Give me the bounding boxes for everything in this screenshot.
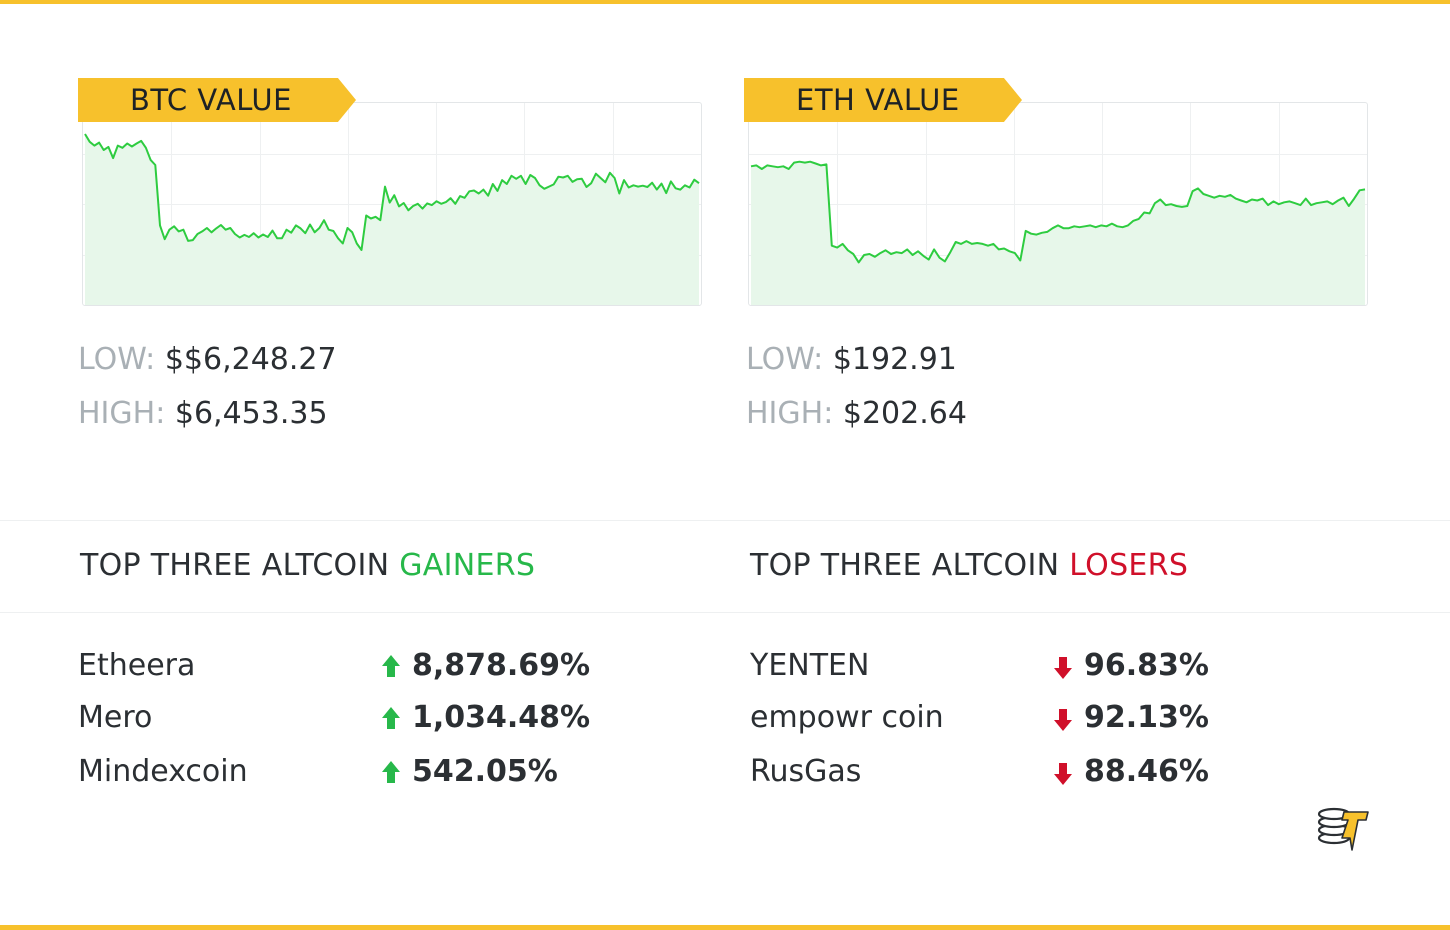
eth-value-tag: ETH VALUE [744,78,1022,122]
gainer-value: 1,034.48% [412,700,591,735]
btc-low-label: LOW: [78,342,156,377]
loser-name: empowr coin [750,700,944,735]
eth-area-fill [751,161,1365,305]
loser-value: 92.13% [1084,700,1209,735]
btc-high-label: HIGH: [78,396,166,431]
btc-price-line [84,133,700,251]
arrow-down-icon [1054,763,1072,785]
bottom-accent-bar [0,925,1450,930]
coin-stack-bolt-logo [1317,807,1369,851]
eth-low-stat: LOW: $192.91 [746,342,957,377]
btc-high-stat: HIGH: $6,453.35 [78,396,328,431]
losers-title: TOP THREE ALTCOIN LOSERS [750,548,1188,583]
gainer-value: 8,878.69% [412,648,591,683]
top-accent-bar [0,0,1450,4]
arrow-up-icon [382,655,400,677]
gainer-value: 542.05% [412,754,558,789]
eth-price-chart [749,103,1367,305]
loser-name: YENTEN [750,648,870,683]
loser-value: 88.46% [1084,754,1209,789]
eth-price-line [750,160,1366,264]
section-divider-bottom [0,612,1450,613]
btc-chart-frame [82,102,702,306]
eth-chart-panel: ETH VALUE [744,78,1368,308]
arrow-down-icon [1054,657,1072,679]
section-divider-top [0,520,1450,521]
eth-high-value: $202.64 [842,396,967,431]
gainer-name: Mero [78,700,153,735]
arrow-down-icon [1054,709,1072,731]
btc-value-tag: BTC VALUE [78,78,356,122]
eth-high-label: HIGH: [746,396,834,431]
gainer-name: Etheera [78,648,196,683]
btc-low-value: $$6,248.27 [164,342,337,377]
eth-low-label: LOW: [746,342,824,377]
gainers-title-prefix: TOP THREE ALTCOIN [80,548,390,583]
losers-title-prefix: TOP THREE ALTCOIN [750,548,1060,583]
loser-name: RusGas [750,754,862,789]
gainers-title-highlight: GAINERS [399,548,536,583]
btc-area-fill [85,134,699,305]
btc-chart-panel: BTC VALUE [78,78,702,308]
arrow-up-icon [382,707,400,729]
eth-high-stat: HIGH: $202.64 [746,396,967,431]
gainers-title: TOP THREE ALTCOIN GAINERS [80,548,535,583]
eth-low-value: $192.91 [832,342,957,377]
losers-title-highlight: LOSERS [1069,548,1189,583]
gainer-name: Mindexcoin [78,754,248,789]
btc-high-value: $6,453.35 [174,396,328,431]
btc-low-stat: LOW: $$6,248.27 [78,342,337,377]
eth-chart-frame [748,102,1368,306]
btc-price-chart [83,103,701,305]
loser-value: 96.83% [1084,648,1209,683]
arrow-up-icon [382,761,400,783]
